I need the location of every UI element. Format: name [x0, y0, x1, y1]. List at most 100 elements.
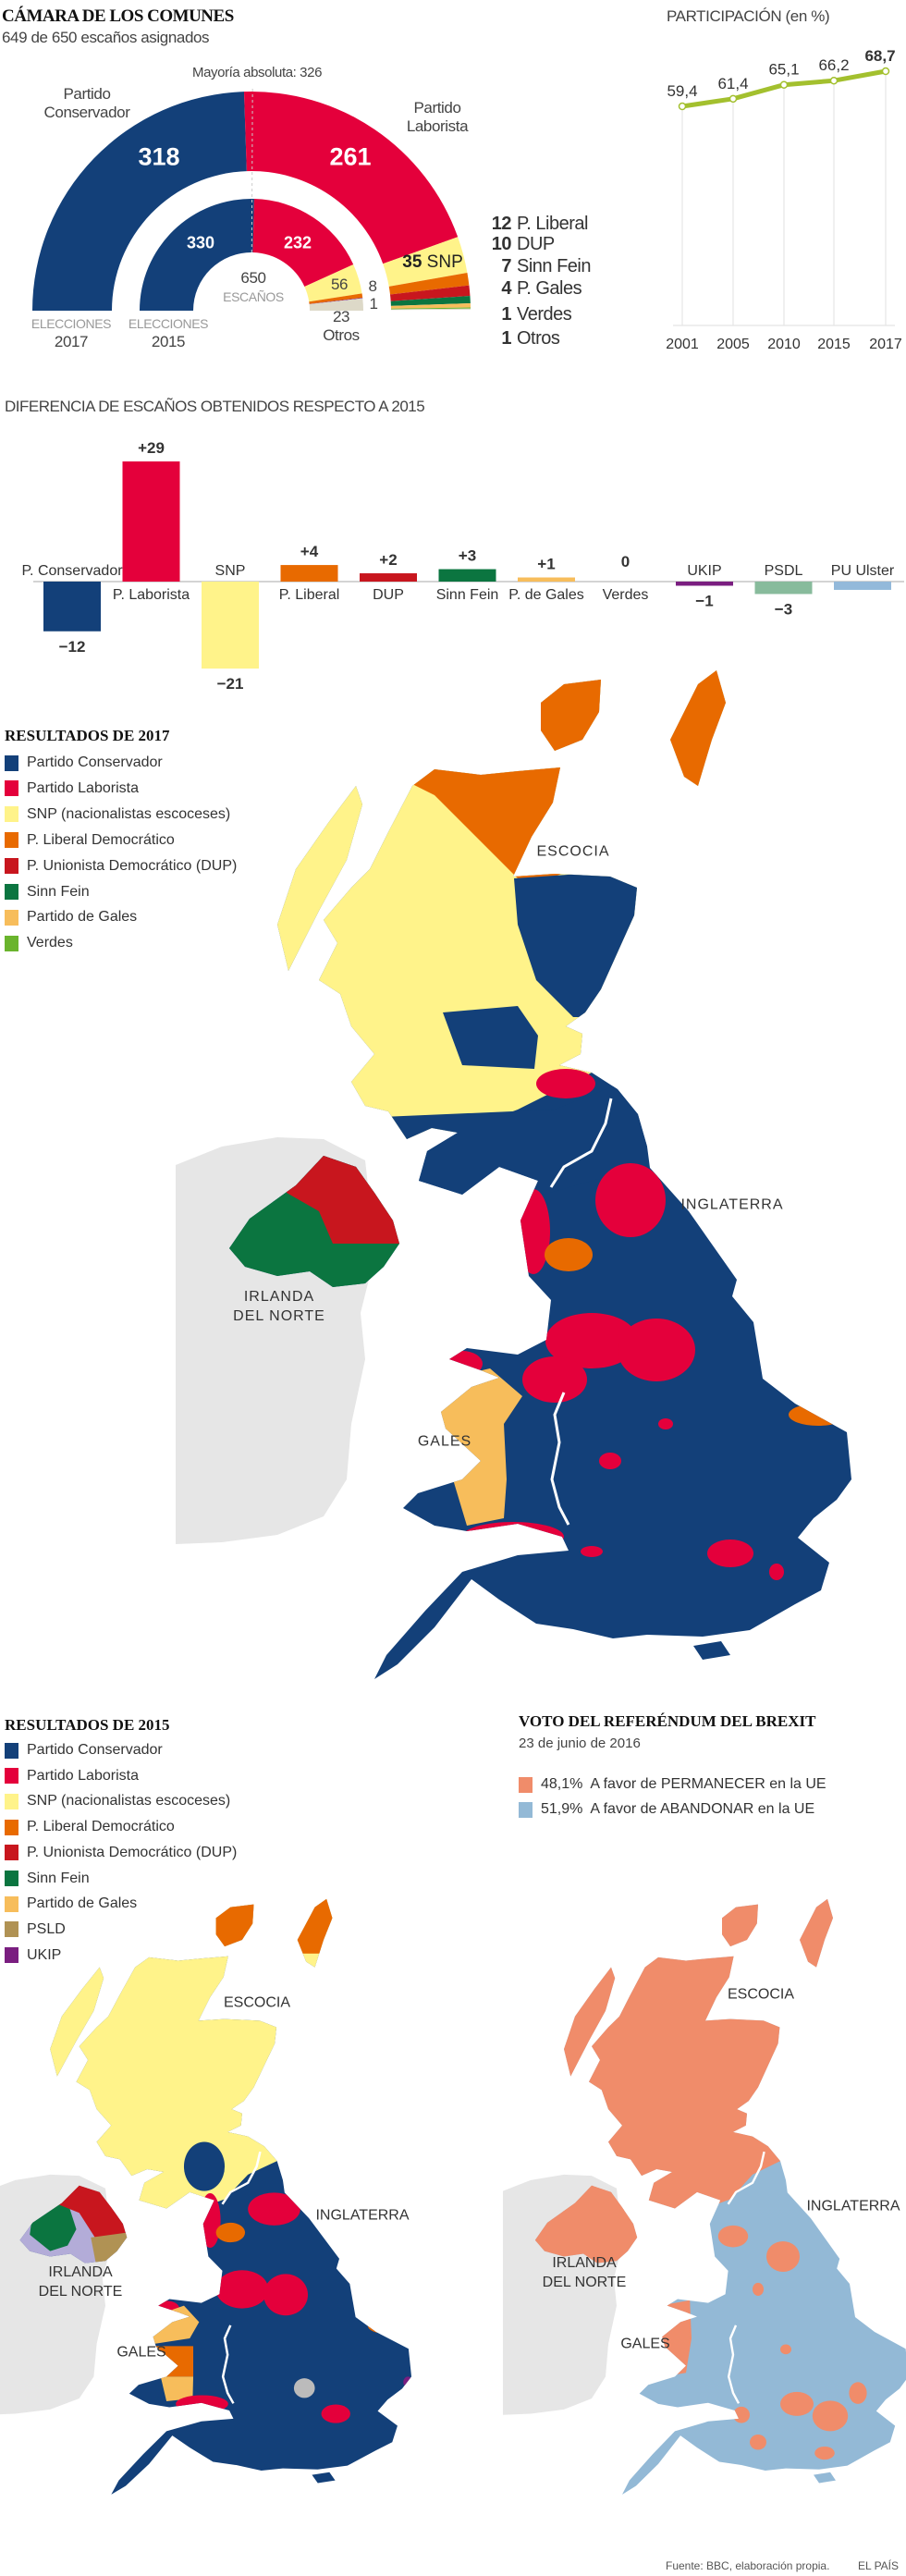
legend-item: SNP (nacionalistas escoceses) [5, 806, 230, 823]
legend-label: SNP (nacionalistas escoceses) [27, 1793, 231, 1809]
page-title: CÁMARA DE LOS COMUNES [2, 6, 234, 26]
bar-category-label: P. Conservador [21, 563, 123, 579]
seat-segment-ring-2015 [304, 264, 362, 302]
ring-label-2015: ELECCIONES 2015 [128, 316, 209, 350]
legend-swatch [5, 1768, 18, 1785]
turnout-value-label: 66,2 [818, 56, 849, 74]
small-party-row: 10 DUP [491, 233, 555, 254]
map-2017-title: RESULTADOS DE 2017 [5, 727, 170, 744]
bar-value-label: 0 [621, 553, 630, 570]
turnout-year-label: 2010 [767, 337, 801, 352]
legend-swatch [5, 780, 18, 797]
map-2015-label-ni: IRLANDA DEL NORTE [38, 2264, 123, 2300]
legend-item: Partido Conservador [5, 1742, 163, 1759]
seat-segment-ring-2017 [389, 285, 471, 301]
map-2015-label-wales: GALES [116, 2344, 166, 2361]
legend-swatch [5, 754, 18, 771]
bar-category-label: P. Laborista [113, 587, 190, 603]
legend-item: Sinn Fein [5, 1871, 90, 1887]
map-2017-label-england: INGLATERRA [680, 1196, 784, 1213]
legend-swatch [5, 909, 18, 926]
legend-item: P. Unionista Democrático (DUP) [5, 858, 237, 875]
legend-label: SNP (nacionalistas escoceses) [27, 805, 231, 822]
legend-label: PSLD [27, 1920, 66, 1937]
legend-swatch [5, 1947, 18, 1964]
turnout-point [779, 80, 789, 89]
turnout-value-label: 65,1 [768, 61, 799, 79]
legend-item: PSLD [5, 1921, 66, 1938]
small-party-row: 12 P. Liberal [491, 213, 589, 234]
map-2015-label-england: INGLATERRA [315, 2207, 410, 2224]
bar-ukip [676, 582, 733, 586]
wales-england-border [727, 2325, 741, 2404]
bar-value-label: +3 [459, 547, 476, 565]
legend-item: Partido Laborista [5, 1768, 139, 1785]
legend-label: Partido Conservador [27, 1742, 163, 1758]
legend-swatch [5, 1895, 18, 1912]
legend-item: Partido de Gales [5, 1895, 137, 1912]
bar-psdl [754, 582, 813, 595]
legend-swatch [5, 806, 18, 823]
legend-swatch [5, 1845, 18, 1861]
bar-p-liberal [280, 565, 338, 582]
seat-difference-chart: P. Conservador −12 P. Laborista +29 SNP −21 P.… [21, 439, 904, 693]
turnout-point [728, 94, 738, 104]
legend-label: P. Unionista Democrático (DUP) [27, 857, 238, 874]
seat-segment-ring-2017 [390, 307, 471, 310]
snp-seats-2017: 35 SNP [402, 252, 463, 272]
bar-category-label: PU Ulster [831, 563, 895, 579]
bar-value-label: +29 [138, 439, 165, 457]
labour-name: Partido Laborista [406, 99, 469, 135]
legend-swatch [5, 858, 18, 875]
legend-swatch [5, 832, 18, 849]
map-2017-label-scotland: ESCOCIA [536, 843, 610, 860]
bar-category-label: P. Liberal [279, 587, 340, 603]
brexit-date: 23 de junio de 2016 [519, 1736, 641, 1751]
brexit-label-wales: GALES [620, 2336, 670, 2352]
conservative-seats-2015: 330 [186, 233, 215, 252]
legend-swatch [5, 1793, 18, 1809]
map-2017 [176, 670, 851, 1679]
bar-category-label: SNP [215, 563, 246, 579]
conservative-name: Partido Conservador [43, 85, 130, 121]
legend-item: P. Liberal Democrático [5, 832, 175, 849]
legend-item: P. Unionista Democrático (DUP) [5, 1845, 237, 1861]
turnout-title: PARTICIPACIÓN (en %) [667, 7, 830, 25]
legend-label: Partido Laborista [27, 779, 139, 796]
brexit-label-scotland: ESCOCIA [727, 1986, 795, 2003]
labour-seats-2015: 232 [283, 233, 312, 252]
legend-swatch [5, 1742, 18, 1759]
ukip-seats-2015: 1 [369, 295, 378, 313]
legend-item: SNP (nacionalistas escoceses) [5, 1793, 230, 1809]
bar-category-label: DUP [373, 587, 404, 603]
legend-item-remain: 48,1% A favor de PERMANECER en la UE [519, 1776, 826, 1793]
bar-category-label: Sinn Fein [436, 587, 499, 603]
bar-value-label: +1 [537, 556, 555, 573]
seat-segment-ring-2015 [140, 199, 254, 311]
bar-snp [202, 582, 259, 669]
legend-label: Partido Laborista [27, 1767, 139, 1784]
seat-segment-ring-2015 [309, 298, 363, 305]
map-2015-label-scotland: ESCOCIA [223, 1994, 291, 2011]
turnout-point [829, 76, 839, 85]
legend-item-leave: 51,9% A favor de ABANDONAR en la UE [519, 1801, 814, 1818]
legend-item: P. Liberal Democrático [5, 1819, 175, 1835]
turnout-chart: 59,4 2001 61,4 2005 65,1 2010 66,2 2015 68,7 2017 [666, 47, 902, 352]
small-party-row: 7 Sinn Fein [501, 255, 591, 276]
parliament-chart [32, 89, 471, 315]
turnout-year-label: 2017 [869, 337, 902, 352]
bar-value-label: +4 [300, 543, 319, 560]
legend-label: P. Liberal Democrático [27, 831, 175, 848]
brexit-label-england: INGLATERRA [806, 2198, 900, 2214]
small-party-row: 1 Verdes [501, 303, 572, 325]
snp-seats-2015: 56 [330, 276, 349, 293]
seat-segment-ring-2017 [390, 308, 471, 311]
seat-segment-ring-2017 [32, 92, 247, 311]
turnout-point [881, 67, 890, 76]
bar-dup [360, 573, 417, 582]
bar-value-label: −3 [775, 600, 792, 618]
map-2017-label-wales: GALES [417, 1433, 472, 1450]
legend-swatch [5, 1921, 18, 1938]
bar-category-label: UKIP [687, 563, 721, 579]
legend-swatch [5, 1871, 18, 1886]
